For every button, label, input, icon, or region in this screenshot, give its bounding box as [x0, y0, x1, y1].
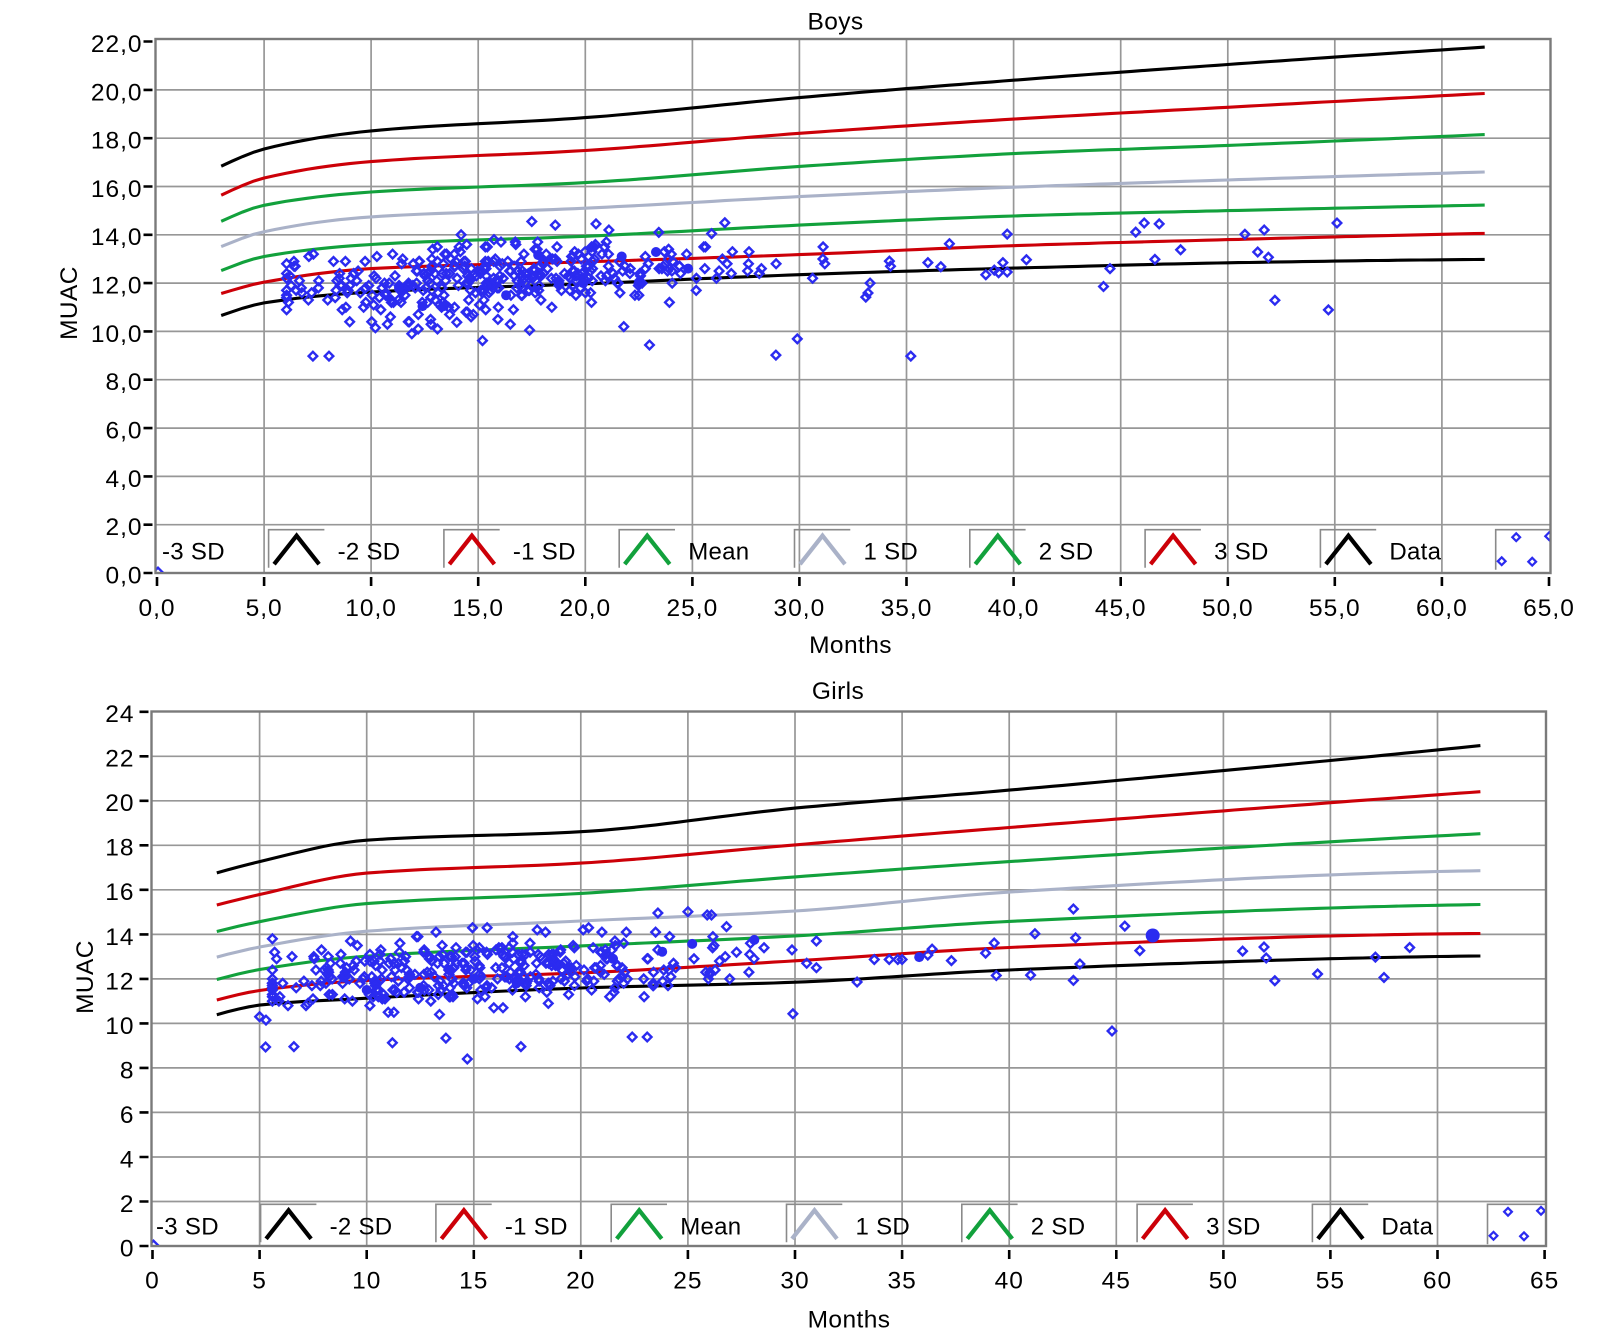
- svg-text:6,0: 6,0: [105, 418, 142, 445]
- svg-text:40,0: 40,0: [988, 595, 1040, 622]
- svg-text:15,0: 15,0: [452, 595, 504, 622]
- svg-text:35: 35: [887, 1268, 916, 1295]
- svg-text:Girls: Girls: [812, 678, 864, 705]
- svg-text:22,0: 22,0: [91, 31, 143, 58]
- svg-text:Months: Months: [809, 632, 892, 659]
- svg-text:14,0: 14,0: [91, 224, 143, 251]
- svg-text:Boys: Boys: [807, 9, 863, 36]
- svg-text:60,0: 60,0: [1416, 595, 1468, 622]
- svg-text:55,0: 55,0: [1309, 595, 1361, 622]
- svg-text:5: 5: [252, 1268, 267, 1295]
- svg-text:Months: Months: [808, 1307, 891, 1334]
- svg-text:6: 6: [120, 1102, 135, 1129]
- svg-text:65,0: 65,0: [1523, 595, 1575, 622]
- svg-text:10: 10: [352, 1268, 381, 1295]
- svg-text:16: 16: [105, 879, 134, 906]
- svg-text:50: 50: [1209, 1268, 1238, 1295]
- svg-text:2: 2: [120, 1191, 135, 1218]
- svg-text:12,0: 12,0: [91, 273, 143, 300]
- svg-text:50,0: 50,0: [1202, 595, 1254, 622]
- svg-text:-1 SD: -1 SD: [505, 1213, 568, 1240]
- svg-text:Mean: Mean: [680, 1213, 741, 1240]
- svg-text:-2 SD: -2 SD: [330, 1213, 393, 1240]
- svg-text:3 SD: 3 SD: [1206, 1213, 1261, 1240]
- svg-text:1 SD: 1 SD: [864, 539, 919, 566]
- svg-text:45: 45: [1102, 1268, 1131, 1295]
- svg-text:10,0: 10,0: [91, 321, 143, 348]
- svg-text:60: 60: [1423, 1268, 1452, 1295]
- svg-text:8,0: 8,0: [105, 369, 142, 396]
- svg-text:40: 40: [995, 1268, 1024, 1295]
- svg-text:Mean: Mean: [688, 539, 749, 566]
- svg-text:5,0: 5,0: [246, 595, 283, 622]
- svg-text:18: 18: [105, 835, 134, 862]
- svg-text:25,0: 25,0: [667, 595, 719, 622]
- svg-text:20: 20: [566, 1268, 595, 1295]
- svg-text:2 SD: 2 SD: [1039, 539, 1094, 566]
- svg-text:22: 22: [105, 746, 134, 773]
- svg-text:55: 55: [1316, 1268, 1345, 1295]
- svg-text:45,0: 45,0: [1095, 595, 1147, 622]
- svg-text:1 SD: 1 SD: [856, 1213, 911, 1240]
- svg-text:4: 4: [120, 1146, 135, 1173]
- svg-text:65: 65: [1530, 1268, 1559, 1295]
- svg-text:0: 0: [120, 1235, 135, 1262]
- svg-text:MUAC: MUAC: [56, 266, 83, 340]
- svg-text:10,0: 10,0: [345, 595, 397, 622]
- svg-text:10: 10: [105, 1013, 134, 1040]
- svg-text:20,0: 20,0: [559, 595, 611, 622]
- svg-text:18,0: 18,0: [91, 128, 143, 155]
- svg-text:MUAC: MUAC: [72, 940, 99, 1014]
- svg-text:12: 12: [105, 968, 134, 995]
- svg-text:8: 8: [120, 1057, 135, 1084]
- svg-text:Data: Data: [1389, 539, 1441, 566]
- svg-text:-3 SD: -3 SD: [162, 539, 225, 566]
- svg-text:30: 30: [780, 1268, 809, 1295]
- svg-text:20,0: 20,0: [91, 79, 143, 106]
- svg-text:14: 14: [105, 924, 134, 951]
- svg-text:0: 0: [145, 1268, 160, 1295]
- svg-text:-3 SD: -3 SD: [156, 1213, 219, 1240]
- svg-text:20: 20: [105, 790, 134, 817]
- svg-text:16,0: 16,0: [91, 176, 143, 203]
- svg-text:25: 25: [673, 1268, 702, 1295]
- svg-text:2 SD: 2 SD: [1031, 1213, 1086, 1240]
- svg-text:0,0: 0,0: [138, 595, 175, 622]
- svg-text:4,0: 4,0: [105, 466, 142, 493]
- svg-text:2,0: 2,0: [105, 514, 142, 541]
- svg-text:15: 15: [459, 1268, 488, 1295]
- svg-text:3 SD: 3 SD: [1214, 539, 1269, 566]
- svg-text:-1 SD: -1 SD: [513, 539, 576, 566]
- svg-text:Data: Data: [1381, 1213, 1433, 1240]
- svg-text:35,0: 35,0: [881, 595, 933, 622]
- svg-text:0,0: 0,0: [105, 562, 142, 589]
- svg-text:-2 SD: -2 SD: [338, 539, 401, 566]
- svg-text:30,0: 30,0: [774, 595, 826, 622]
- svg-text:24: 24: [105, 701, 134, 728]
